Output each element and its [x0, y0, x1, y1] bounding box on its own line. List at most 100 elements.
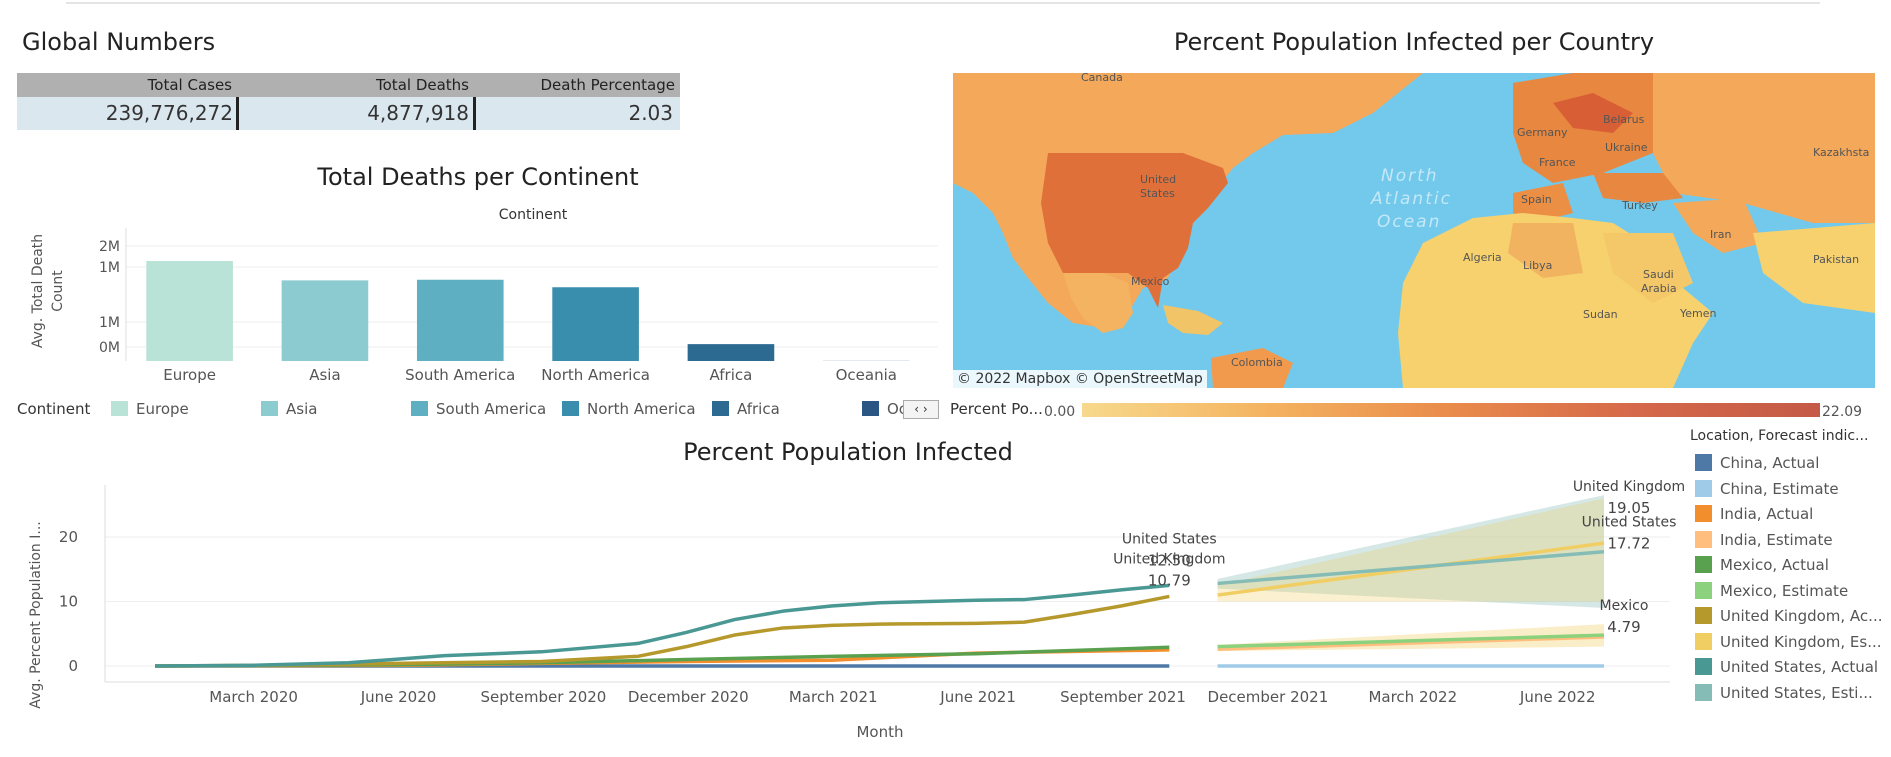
- legend-swatch: [1695, 658, 1712, 675]
- top-divider: [66, 2, 1820, 4]
- line-xtick-label: December 2021: [1208, 688, 1329, 706]
- bar-chart-ylabel-line2: Count: [50, 270, 66, 312]
- series-mexico-estimate: [1217, 633, 1605, 649]
- label-spain: Spain: [1521, 193, 1552, 206]
- value-total-deaths[interactable]: 4,877,918: [367, 101, 469, 125]
- map-legend-gradient: [1082, 403, 1820, 417]
- label-iran: Iran: [1710, 228, 1732, 241]
- annotation-label: United Kingdom: [1573, 479, 1685, 495]
- legend-label: United States, Esti...: [1720, 683, 1873, 702]
- annotation-value: 4.79: [1607, 618, 1640, 636]
- series-united-states-estimate: [1217, 549, 1605, 586]
- choropleth-map[interactable]: Canada United States Mexico Colombia Ger…: [953, 73, 1875, 388]
- value-total-cases[interactable]: 239,776,272: [105, 101, 233, 125]
- line-legend-item[interactable]: United Kingdom, Es...: [1695, 632, 1882, 652]
- percent-infected-chart: Percent Population Infected Avg. Percent…: [28, 438, 1685, 741]
- legend-swatch: [1695, 556, 1712, 573]
- region-mexico: [1063, 273, 1133, 333]
- line-chart-title: Percent Population Infected: [683, 438, 1013, 466]
- line-xtick-label: March 2021: [789, 688, 878, 706]
- bar-chart-title: Total Deaths per Continent: [316, 163, 638, 191]
- bar-chart-subtitle: Continent: [499, 207, 568, 223]
- bar-north-america: [552, 287, 639, 361]
- legend-scroll-arrows[interactable]: ‹ ›: [903, 400, 939, 419]
- annotation-label: United Kingdom: [1113, 551, 1225, 567]
- label-canada: Canada: [1081, 73, 1123, 84]
- line-xtick-label: September 2020: [480, 688, 606, 706]
- bar-chart-ylabel-line1: Avg. Total Death: [30, 234, 46, 348]
- legend-label: Asia: [286, 400, 318, 418]
- annotation-value: 19.05: [1608, 499, 1651, 517]
- label-germany: Germany: [1517, 126, 1568, 139]
- line-legend-item[interactable]: Mexico, Estimate: [1695, 581, 1848, 601]
- annotation-label: United States: [1122, 531, 1217, 547]
- line-xtick-label: March 2020: [209, 688, 298, 706]
- continent-legend-item[interactable]: North America: [562, 399, 696, 419]
- global-numbers-values-row: 239,776,272 4,877,918 2.03: [17, 97, 680, 130]
- label-france: France: [1539, 156, 1576, 169]
- header-total-cases[interactable]: Total Cases: [147, 76, 232, 94]
- legend-label: Mexico, Estimate: [1720, 581, 1849, 600]
- cell-divider: [236, 97, 239, 130]
- value-death-percentage[interactable]: 2.03: [628, 101, 673, 125]
- annotation-label: United States: [1582, 515, 1677, 531]
- forecast-band: [1217, 495, 1604, 608]
- legend-label: Oc: [887, 400, 908, 418]
- line-legend-item[interactable]: India, Actual: [1695, 504, 1813, 524]
- label-belarus: Belarus: [1603, 113, 1645, 126]
- annotation-value: 12.50: [1148, 551, 1191, 569]
- legend-label: United Kingdom, Es...: [1720, 632, 1882, 651]
- legend-label: South America: [436, 400, 547, 418]
- region-libya: [1508, 223, 1583, 278]
- legend-swatch: [411, 401, 428, 416]
- map-legend-max: 22.09: [1822, 404, 1863, 420]
- region-iran: [1673, 198, 1763, 253]
- continent-legend-title: Continent: [17, 400, 91, 418]
- annotation-value: 17.72: [1608, 535, 1651, 553]
- continent-legend-item[interactable]: South America: [411, 399, 546, 419]
- line-legend-item[interactable]: United Kingdom, Ac...: [1695, 606, 1882, 626]
- continent-legend-item[interactable]: Europe: [111, 399, 189, 419]
- annotation-label: Mexico: [1600, 598, 1649, 614]
- cell-divider: [473, 97, 476, 130]
- bar-xlabel-south-america: South America: [405, 366, 515, 384]
- continent-legend-item[interactable]: Africa: [712, 399, 780, 419]
- continent-legend-item[interactable]: Oc: [862, 399, 907, 419]
- legend-swatch: [712, 401, 729, 416]
- map-attribution[interactable]: © 2022 Mapbox © OpenStreetMap: [953, 370, 1207, 388]
- line-xtick-label: March 2022: [1368, 688, 1457, 706]
- label-turkey: Turkey: [1621, 199, 1658, 212]
- line-legend-item[interactable]: Mexico, Actual: [1695, 555, 1829, 575]
- line-legend-item[interactable]: India, Estimate: [1695, 530, 1833, 550]
- legend-label: North America: [587, 400, 696, 418]
- line-ytick-label: 10: [59, 593, 78, 611]
- bar-africa: [687, 344, 775, 361]
- header-death-percentage[interactable]: Death Percentage: [540, 76, 675, 94]
- bar-xlabel-africa: Africa: [710, 366, 753, 384]
- continent-legend-item[interactable]: Asia: [261, 399, 317, 419]
- label-ukraine: Ukraine: [1605, 141, 1648, 154]
- legend-label: China, Estimate: [1720, 479, 1839, 498]
- bar-chart-bars[interactable]: [146, 261, 910, 361]
- line-legend-item[interactable]: China, Actual: [1695, 453, 1819, 473]
- label-libya: Libya: [1523, 259, 1552, 272]
- line-xtick-label: June 2020: [360, 688, 437, 706]
- legend-swatch: [1695, 530, 1712, 548]
- legend-swatch: [862, 401, 879, 416]
- legend-label: China, Actual: [1720, 454, 1820, 472]
- series-united-states-actual: [154, 583, 1170, 668]
- line-legend-item[interactable]: United States, Actual: [1695, 657, 1878, 677]
- line-series[interactable]: [154, 541, 1605, 668]
- bar-ytick-label: 2M: [99, 239, 120, 255]
- legend-label: Europe: [136, 400, 189, 418]
- global-numbers-header-row: Total Cases Total Deaths Death Percentag…: [17, 73, 680, 97]
- region-central-europe: [1553, 93, 1633, 133]
- line-legend-item[interactable]: United States, Esti...: [1695, 683, 1873, 703]
- header-total-deaths[interactable]: Total Deaths: [376, 76, 469, 94]
- map-country-labels: Canada United States Mexico Colombia Ger…: [1081, 73, 1869, 369]
- label-colombia: Colombia: [1231, 356, 1283, 369]
- label-mexico: Mexico: [1131, 275, 1170, 288]
- line-legend-item[interactable]: China, Estimate: [1695, 479, 1839, 499]
- label-saudi: Saudi: [1643, 268, 1674, 281]
